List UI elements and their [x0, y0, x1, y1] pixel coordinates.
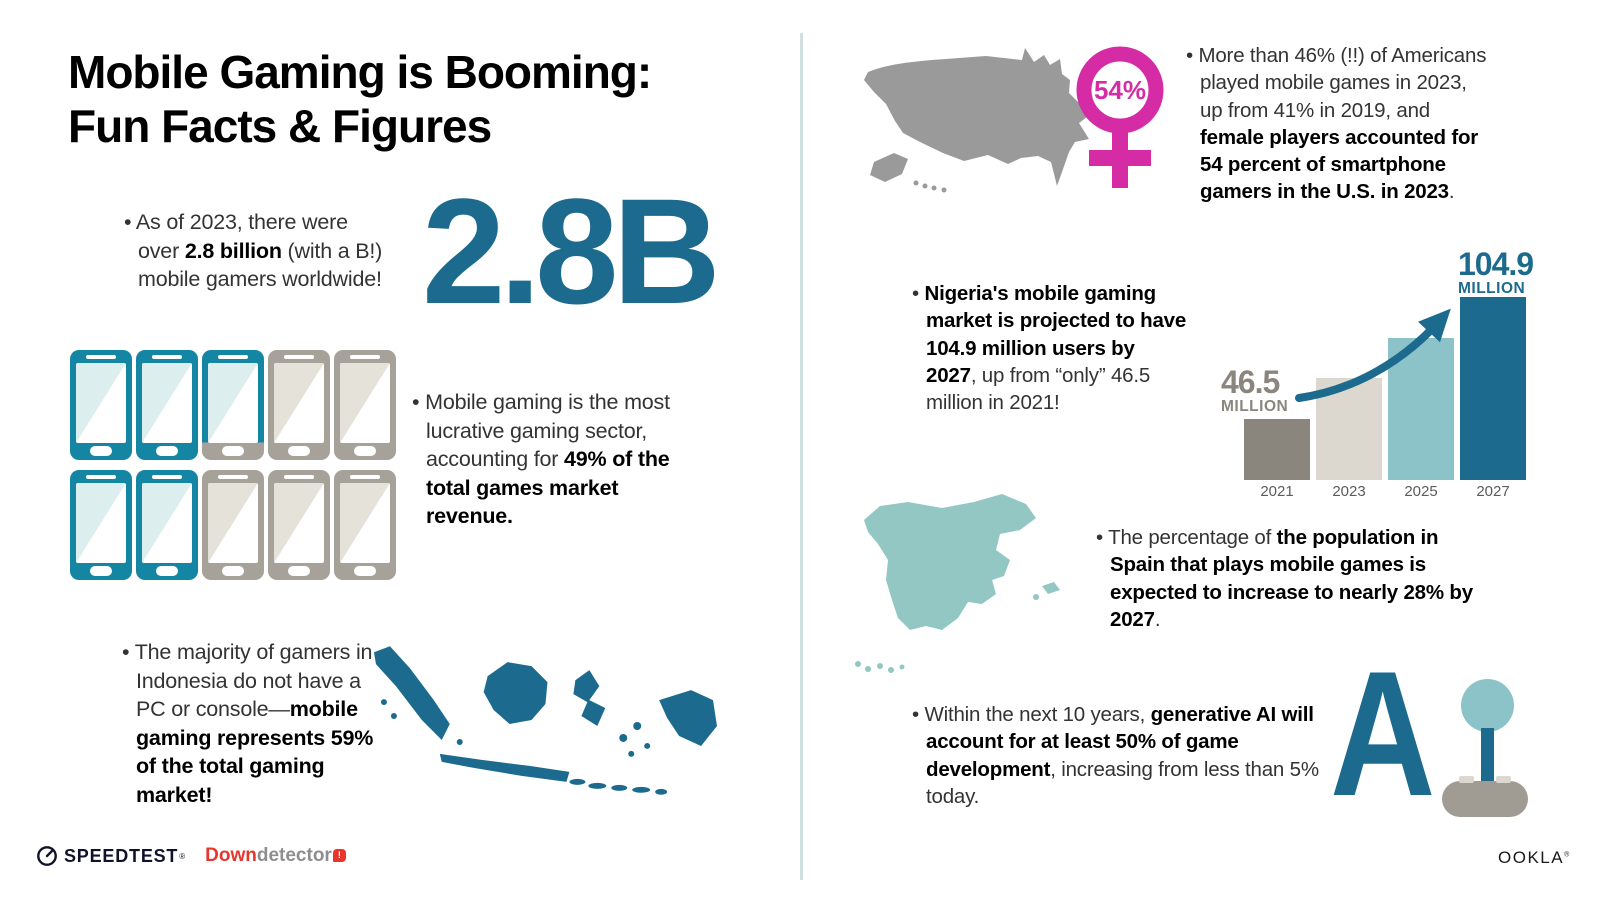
fact-text: Mobile gaming is the most lucrative gami…	[425, 390, 670, 472]
chart-start-label: 46.5 MILLION	[1221, 366, 1288, 415]
joystick-base	[1442, 781, 1528, 817]
bullet-marker: •	[124, 210, 132, 234]
fact-indonesia: • The majority of gamers in Indonesia do…	[122, 638, 378, 810]
phone-icon	[136, 350, 198, 460]
fact-text: More than 46% (!!) of Americans played m…	[1198, 44, 1487, 122]
bullet-marker: •	[912, 282, 919, 305]
chart-end-unit: MILLION	[1458, 280, 1526, 297]
axis-label-2021: 2021	[1260, 483, 1294, 500]
fact-text: .	[1154, 607, 1161, 631]
bar-2027	[1460, 297, 1526, 480]
joystick-ball	[1461, 679, 1514, 732]
fact-text: As of 2023, there were over	[135, 210, 348, 263]
joystick-button	[1496, 776, 1511, 783]
fact-text: Within the next 10 years,	[924, 703, 1151, 726]
phone-icon	[136, 470, 198, 580]
fact-text-bold: 2.8 billion	[184, 238, 282, 263]
fact-text-bold: female players accounted for 54 percent …	[1200, 125, 1479, 204]
downdetector-wordmark: detector	[256, 845, 332, 866]
fact-text: , up from “only” 46.5 million in 2021!	[926, 363, 1151, 414]
speedtest-wordmark: SPEEDTEST	[64, 845, 179, 866]
fact-text-bold: generative AI will account for at least …	[926, 703, 1314, 781]
indonesia-map	[373, 646, 717, 795]
fact-spain: • The percentage of the population in Sp…	[1096, 524, 1490, 633]
fact-revenue-share: • Mobile gaming is the most lucrative ga…	[412, 388, 694, 531]
fact-text: .	[1448, 180, 1455, 204]
phone-icon	[334, 350, 396, 460]
speedtest-gauge-icon	[37, 846, 57, 866]
ookla-wordmark: OOKLA	[1498, 848, 1565, 867]
fact-usa: • More than 46% (!!) of Americans played…	[1186, 42, 1492, 206]
badge-54-percent: 54%	[1094, 75, 1146, 105]
fact-text: (with a B!) mobile gamers worldwide!	[138, 238, 383, 292]
page-title-line2: Fun Facts & Figures	[68, 99, 492, 152]
chart-end-label: 104.9 MILLION	[1458, 246, 1534, 297]
fact-text: The percentage of	[1108, 526, 1277, 549]
trademark-mark: ®	[1564, 851, 1571, 859]
phone-icon	[70, 470, 132, 580]
chart-start-value: 46.5	[1221, 364, 1280, 400]
ai-graphic: A	[1330, 634, 1552, 833]
fact-text: The majority of gamers in Indonesia do n…	[134, 640, 373, 722]
fact-generative-ai: • Within the next 10 years, generative A…	[912, 701, 1326, 810]
female-symbol-icon: 54%	[1076, 46, 1164, 188]
phone-icon	[202, 470, 264, 580]
fact-text: , increasing from less than 5% today.	[926, 757, 1319, 808]
spain-map	[855, 494, 1060, 673]
bullet-marker: •	[412, 390, 420, 414]
phone-grid	[70, 350, 396, 580]
phone-icon	[268, 350, 330, 460]
axis-label-2025: 2025	[1404, 483, 1438, 500]
speedtest-logo: SPEEDTEST ®	[36, 845, 185, 867]
phone-icon	[268, 470, 330, 580]
downdetector-logo: Down detector!	[205, 845, 346, 867]
chart-end-value: 104.9	[1458, 246, 1534, 282]
page-title-line1: Mobile Gaming is Booming:	[68, 46, 652, 98]
bullet-marker: •	[122, 640, 130, 664]
usa-map	[864, 48, 1089, 193]
bullet-marker: •	[912, 703, 919, 726]
bar-2021	[1244, 419, 1310, 480]
axis-label-2023: 2023	[1332, 483, 1366, 500]
fact-text-bold: mobile gaming represents 59% of the tota…	[136, 697, 374, 807]
joystick-stick	[1481, 728, 1494, 786]
fact-nigeria: • Nigeria's mobile gaming market is proj…	[912, 280, 1188, 416]
alert-badge-icon: !	[332, 848, 346, 862]
chart-start-unit: MILLION	[1221, 398, 1289, 415]
phone-icon	[202, 350, 264, 460]
fact-text-bold: Nigeria's mobile gaming market is projec…	[924, 282, 1187, 387]
phone-icon	[334, 470, 396, 580]
downdetector-wordmark-bold: Down	[205, 845, 257, 866]
page-title: Mobile Gaming is Booming: Fun Facts & Fi…	[68, 46, 652, 154]
axis-label-2027: 2027	[1476, 483, 1510, 500]
footer-brands: SPEEDTEST ® Down detector!	[36, 845, 346, 867]
joystick-button	[1459, 776, 1474, 783]
bullet-marker: •	[1186, 44, 1193, 67]
bullet-marker: •	[1096, 526, 1103, 549]
stat-2-8b: 2.8B	[422, 167, 721, 335]
bar-2025	[1388, 338, 1454, 480]
ookla-logo: OOKLA®	[1498, 848, 1571, 868]
phone-icon	[70, 350, 132, 460]
fact-text-bold: the population in Spain that plays mobil…	[1110, 526, 1473, 631]
fact-text-bold: 49% of the total games market revenue.	[426, 447, 670, 529]
trademark-mark: ®	[179, 851, 186, 861]
bar-2023	[1316, 378, 1382, 480]
column-divider	[800, 33, 803, 880]
fact-gamers-worldwide: • As of 2023, there were over 2.8 billio…	[124, 208, 390, 294]
letter-a: A	[1330, 634, 1436, 833]
nigeria-users-bar-chart: 2021 2023 2025 2027 46.5 MILLION 104.9 MILL…	[1215, 246, 1534, 500]
